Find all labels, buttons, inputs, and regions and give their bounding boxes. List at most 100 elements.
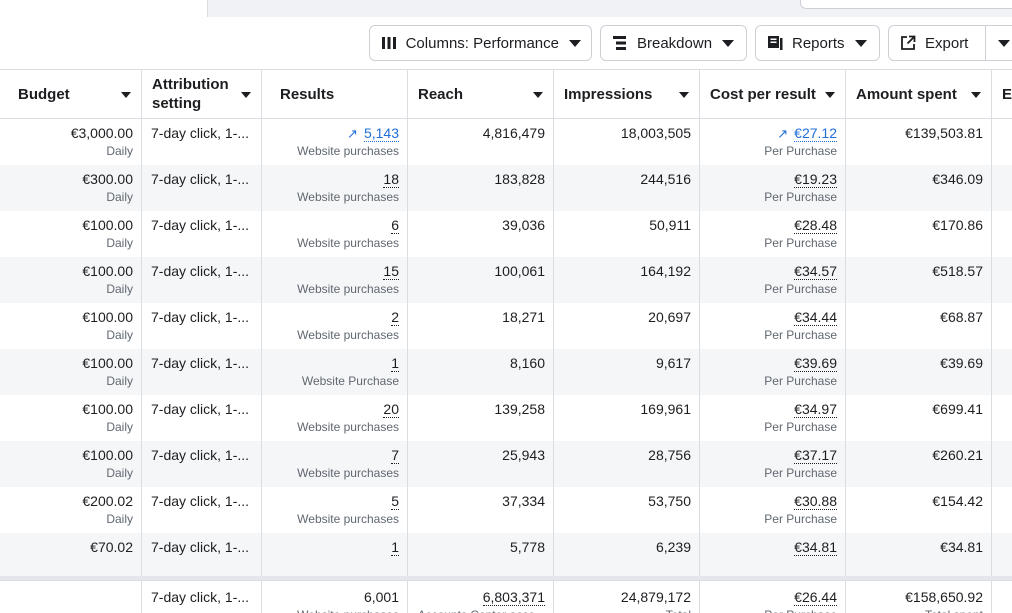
- cost-value[interactable]: €37.17: [700, 447, 837, 464]
- cost-label-text: Per Purchase: [764, 466, 837, 480]
- cost-value[interactable]: €28.48: [700, 217, 837, 234]
- table-row[interactable]: €300.00 Daily 7-day click, 1-... 18 Website …: [0, 165, 1012, 211]
- results-link[interactable]: 6: [391, 217, 399, 234]
- results-value[interactable]: 2: [262, 309, 399, 326]
- cost-link[interactable]: €37.17: [794, 447, 837, 464]
- reach-value-text: 37,334: [502, 493, 545, 509]
- totals-impressions-value-text: 24,879,172: [620, 589, 691, 605]
- table-row[interactable]: €100.00 Daily 7-day click, 1-... 15 Website …: [0, 257, 1012, 303]
- results-link[interactable]: 1: [391, 355, 399, 372]
- table-row[interactable]: €3,000.00 Daily 7-day click, 1-... ↗ 5,143 We…: [0, 119, 1012, 165]
- next-column-cell: [992, 441, 1012, 487]
- cost-cell: €34.57 Per Purchase: [700, 257, 846, 303]
- results-link[interactable]: 1: [391, 539, 399, 556]
- impressions-cell: 28,756: [554, 441, 700, 487]
- results-value[interactable]: 7: [262, 447, 399, 464]
- cost-link[interactable]: €39.69: [794, 355, 837, 372]
- sort-caret-icon[interactable]: [679, 92, 689, 98]
- amount-spent-value: €518.57: [846, 263, 983, 280]
- cost-link[interactable]: €19.23: [794, 171, 837, 188]
- totals-row: 7-day click, 1-... 6,001 Website purchases…: [0, 580, 1012, 613]
- export-dropdown-button[interactable]: [985, 25, 1012, 61]
- results-link[interactable]: 18: [383, 171, 399, 188]
- cost-value[interactable]: €34.97: [700, 401, 837, 418]
- results-label: Website purchases: [262, 464, 399, 482]
- results-value[interactable]: 15: [262, 263, 399, 280]
- sort-caret-icon[interactable]: [533, 92, 543, 98]
- cost-value[interactable]: €34.44: [700, 309, 837, 326]
- cost-link[interactable]: €34.57: [794, 263, 837, 280]
- column-header-attribution[interactable]: Attribution setting: [142, 70, 262, 118]
- table-row[interactable]: €100.00 Daily 7-day click, 1-... 20 Website …: [0, 395, 1012, 441]
- breakdown-button[interactable]: Breakdown: [600, 25, 747, 61]
- cost-value[interactable]: €39.69: [700, 355, 837, 372]
- table-row[interactable]: €100.00 Daily 7-day click, 1-... 2 Website p…: [0, 303, 1012, 349]
- results-link[interactable]: 5: [391, 493, 399, 510]
- cost-value[interactable]: €19.23: [700, 171, 837, 188]
- table-row[interactable]: €100.00 Daily 7-day click, 1-... 6 Website p…: [0, 211, 1012, 257]
- attribution-cell: 7-day click, 1-...: [142, 211, 262, 257]
- cost-link[interactable]: €28.48: [794, 217, 837, 234]
- totals-cost-value[interactable]: €26.44: [700, 589, 837, 606]
- cost-value[interactable]: €30.88: [700, 493, 837, 510]
- results-link[interactable]: 5,143: [363, 125, 399, 142]
- results-label-text: Website purchases: [297, 420, 399, 434]
- table-row[interactable]: €100.00 Daily 7-day click, 1-... 7 Website p…: [0, 441, 1012, 487]
- columns-button[interactable]: Columns: Performance: [369, 25, 592, 61]
- column-header-results[interactable]: Results: [262, 70, 408, 118]
- results-value[interactable]: 6: [262, 217, 399, 234]
- sort-caret-icon[interactable]: [121, 92, 131, 98]
- budget-type: Daily: [0, 188, 133, 206]
- attribution-value: 7-day click, 1-...: [151, 171, 261, 188]
- results-link[interactable]: 20: [383, 401, 399, 418]
- results-value[interactable]: 1: [262, 539, 399, 556]
- column-header-cost-per-result[interactable]: Cost per result: [700, 70, 846, 118]
- cost-value[interactable]: €34.81: [700, 539, 837, 556]
- cost-value[interactable]: ↗ €27.12: [700, 125, 837, 142]
- totals-cost-link[interactable]: €26.44: [794, 589, 837, 606]
- cost-link[interactable]: €34.97: [794, 401, 837, 418]
- cost-link[interactable]: €34.81: [794, 539, 837, 556]
- results-value[interactable]: 5: [262, 493, 399, 510]
- sort-caret-icon[interactable]: [971, 92, 981, 98]
- sort-caret-icon[interactable]: [241, 92, 251, 98]
- cost-link[interactable]: €30.88: [794, 493, 837, 510]
- attribution-value-text: 7-day click, 1-...: [151, 493, 250, 509]
- results-link[interactable]: 2: [391, 309, 399, 326]
- results-link[interactable]: 15: [383, 263, 399, 280]
- column-header-next[interactable]: E: [1002, 85, 1012, 103]
- attribution-value: 7-day click, 1-...: [151, 355, 261, 372]
- results-label-text: Website purchases: [297, 236, 399, 250]
- table-row[interactable]: €100.00 Daily 7-day click, 1-... 1 Website P…: [0, 349, 1012, 395]
- cost-link[interactable]: €34.44: [794, 309, 837, 326]
- sort-caret-icon[interactable]: [825, 92, 835, 98]
- cost-link[interactable]: €27.12: [794, 125, 837, 142]
- totals-reach-link[interactable]: 6,803,371: [482, 589, 545, 606]
- results-value[interactable]: 1: [262, 355, 399, 372]
- impressions-value-text: 9,617: [655, 355, 691, 371]
- totals-reach-value[interactable]: 6,803,371: [408, 589, 545, 606]
- cost-value[interactable]: €34.57: [700, 263, 837, 280]
- column-header-reach[interactable]: Reach: [408, 70, 554, 118]
- table-row[interactable]: €70.02 7-day click, 1-... 1 5,778 6,239 €34.8…: [0, 533, 1012, 579]
- results-value[interactable]: 20: [262, 401, 399, 418]
- reach-value-text: 4,816,479: [482, 125, 545, 141]
- reach-value: 100,061: [408, 263, 545, 280]
- results-label: Website purchases: [262, 510, 399, 528]
- amount-spent-cell: €39.69: [846, 349, 992, 395]
- column-header-budget[interactable]: Budget: [0, 70, 142, 118]
- table-row[interactable]: €200.02 Daily 7-day click, 1-... 5 Website p…: [0, 487, 1012, 533]
- attribution-cell: 7-day click, 1-...: [142, 165, 262, 211]
- column-header-impressions[interactable]: Impressions: [554, 70, 700, 118]
- export-button[interactable]: Export: [888, 25, 986, 61]
- results-value[interactable]: 18: [262, 171, 399, 188]
- column-header-amount-spent[interactable]: Amount spent: [846, 70, 992, 118]
- totals-results-cell: 6,001 Website purchases: [262, 581, 408, 613]
- results-link[interactable]: 7: [391, 447, 399, 464]
- results-value[interactable]: ↗ 5,143: [262, 125, 399, 142]
- next-column-cell: [992, 211, 1012, 257]
- attribution-value: 7-day click, 1-...: [151, 539, 261, 556]
- results-cell: 1 Website Purchase: [262, 349, 408, 395]
- cost-cell: €34.97 Per Purchase: [700, 395, 846, 441]
- reports-button[interactable]: Reports: [755, 25, 880, 61]
